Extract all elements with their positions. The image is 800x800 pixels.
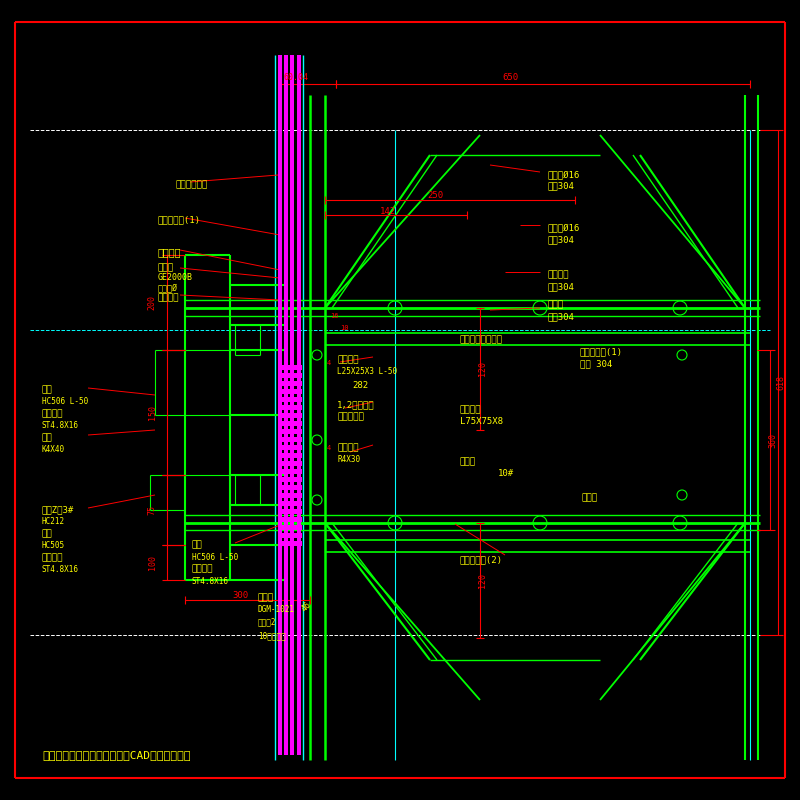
Bar: [280, 469, 302, 474]
Text: ST4.8X16: ST4.8X16: [42, 566, 79, 574]
Bar: [280, 525, 302, 530]
Text: 16: 16: [330, 313, 338, 319]
Text: 60.04: 60.04: [284, 74, 309, 82]
Text: 钢板 304: 钢板 304: [580, 359, 612, 369]
Text: 618: 618: [777, 374, 786, 390]
Text: 10木螺胶垫: 10木螺胶垫: [258, 631, 286, 641]
Text: HC506 L-50: HC506 L-50: [42, 398, 88, 406]
Bar: [280, 405, 302, 410]
Bar: [280, 493, 302, 498]
Text: HC506 L-50: HC506 L-50: [192, 553, 238, 562]
Bar: [280, 373, 302, 378]
Text: 100: 100: [147, 555, 157, 570]
Text: 泡沫棒Ø: 泡沫棒Ø: [158, 283, 178, 293]
Text: 膨胀锚钉: 膨胀锚钉: [337, 443, 358, 453]
Text: 10#: 10#: [498, 470, 514, 478]
Text: 142: 142: [380, 206, 396, 215]
Text: HC212: HC212: [42, 518, 65, 526]
Text: 角片: 角片: [42, 530, 53, 538]
Bar: [284, 55, 288, 755]
Bar: [280, 413, 302, 418]
Text: 自攻螺钉: 自攻螺钉: [192, 565, 214, 574]
Text: 等边角钢: 等边角钢: [460, 406, 482, 414]
Bar: [280, 533, 302, 538]
Text: 两爪装夹件(2): 两爪装夹件(2): [460, 555, 503, 565]
Text: 泡沫棒2: 泡沫棒2: [258, 618, 277, 626]
Bar: [280, 397, 302, 402]
Bar: [280, 437, 302, 442]
Bar: [280, 509, 302, 514]
Text: 钢板304: 钢板304: [548, 282, 575, 291]
Bar: [280, 421, 302, 426]
Text: 1,2厚转转板: 1,2厚转转板: [337, 401, 374, 410]
Text: 钢板304: 钢板304: [548, 313, 575, 322]
Text: K4X40: K4X40: [42, 446, 65, 454]
Text: 钢　钉: 钢 钉: [548, 301, 564, 310]
Text: 千头扣件: 千头扣件: [158, 247, 182, 257]
Text: 角片: 角片: [42, 386, 53, 394]
Text: DGM-1021: DGM-1021: [258, 606, 295, 614]
Text: 150: 150: [147, 406, 157, 421]
Text: 250: 250: [427, 191, 443, 201]
Text: 支点式玻璃幕墙纵剖节点构造CAD详图纸（一）: 支点式玻璃幕墙纵剖节点构造CAD详图纸（一）: [42, 750, 190, 760]
Text: 插钉: 插钉: [42, 434, 53, 442]
Text: HC505: HC505: [42, 542, 65, 550]
Bar: [280, 541, 302, 546]
Text: 钢　架: 钢 架: [582, 494, 598, 502]
Text: 角片: 角片: [192, 541, 202, 550]
Text: ST4.8X16: ST4.8X16: [192, 577, 229, 586]
Text: 椭拉杆Ø16: 椭拉杆Ø16: [548, 170, 580, 179]
Bar: [280, 365, 302, 370]
Text: 两爪装夹件(1): 两爪装夹件(1): [158, 215, 201, 225]
Text: 4: 4: [327, 445, 331, 451]
Bar: [278, 55, 282, 755]
Text: 直拉杆Ø16: 直拉杆Ø16: [548, 223, 580, 233]
Text: 75: 75: [147, 505, 157, 515]
Text: L25X25X3 L-50: L25X25X3 L-50: [337, 367, 397, 377]
Text: R4X30: R4X30: [337, 455, 360, 465]
Bar: [297, 55, 301, 755]
Bar: [280, 453, 302, 458]
Text: GE2000B: GE2000B: [158, 274, 193, 282]
Text: 120: 120: [478, 362, 487, 377]
Bar: [280, 477, 302, 482]
Text: 4: 4: [327, 360, 331, 366]
Text: 282: 282: [352, 381, 368, 390]
Text: L75X75X8: L75X75X8: [460, 418, 503, 426]
Text: 铝槽Z型3#: 铝槽Z型3#: [42, 506, 74, 514]
Text: 密封胶: 密封胶: [158, 263, 174, 273]
Text: 10: 10: [340, 325, 349, 331]
Text: 防弹中空玻璃: 防弹中空玻璃: [175, 181, 207, 190]
Bar: [280, 461, 302, 466]
Text: 传力杆装夹(1): 传力杆装夹(1): [580, 347, 623, 357]
Text: 自攻螺钉: 自攻螺钉: [42, 554, 63, 562]
Text: 120: 120: [478, 573, 487, 587]
Text: 密封胶: 密封胶: [258, 594, 274, 602]
Text: 300: 300: [232, 591, 248, 601]
Text: 单孔胶座　钢　钉: 单孔胶座 钢 钉: [460, 335, 503, 345]
Text: 钢板304: 钢板304: [548, 182, 575, 190]
Bar: [280, 445, 302, 450]
Text: 650: 650: [502, 74, 518, 82]
Text: 46: 46: [300, 600, 314, 613]
Bar: [280, 381, 302, 386]
Text: 等边角钢: 等边角钢: [337, 355, 358, 365]
Text: ST4.8X16: ST4.8X16: [42, 422, 79, 430]
Text: 360: 360: [769, 433, 778, 447]
Text: 欧文斯密普: 欧文斯密普: [337, 413, 364, 422]
Text: 自攻螺钉: 自攻螺钉: [42, 410, 63, 418]
Text: 200: 200: [147, 295, 157, 310]
Bar: [280, 517, 302, 522]
Bar: [290, 55, 294, 755]
Text: 钢板304: 钢板304: [548, 235, 575, 245]
Bar: [280, 485, 302, 490]
Bar: [280, 501, 302, 506]
Bar: [280, 389, 302, 394]
Text: 支撑接头: 支撑接头: [548, 270, 570, 279]
Bar: [280, 429, 302, 434]
Text: 橡　架: 橡 架: [460, 458, 476, 466]
Text: 橡胶垫片: 橡胶垫片: [158, 294, 179, 302]
